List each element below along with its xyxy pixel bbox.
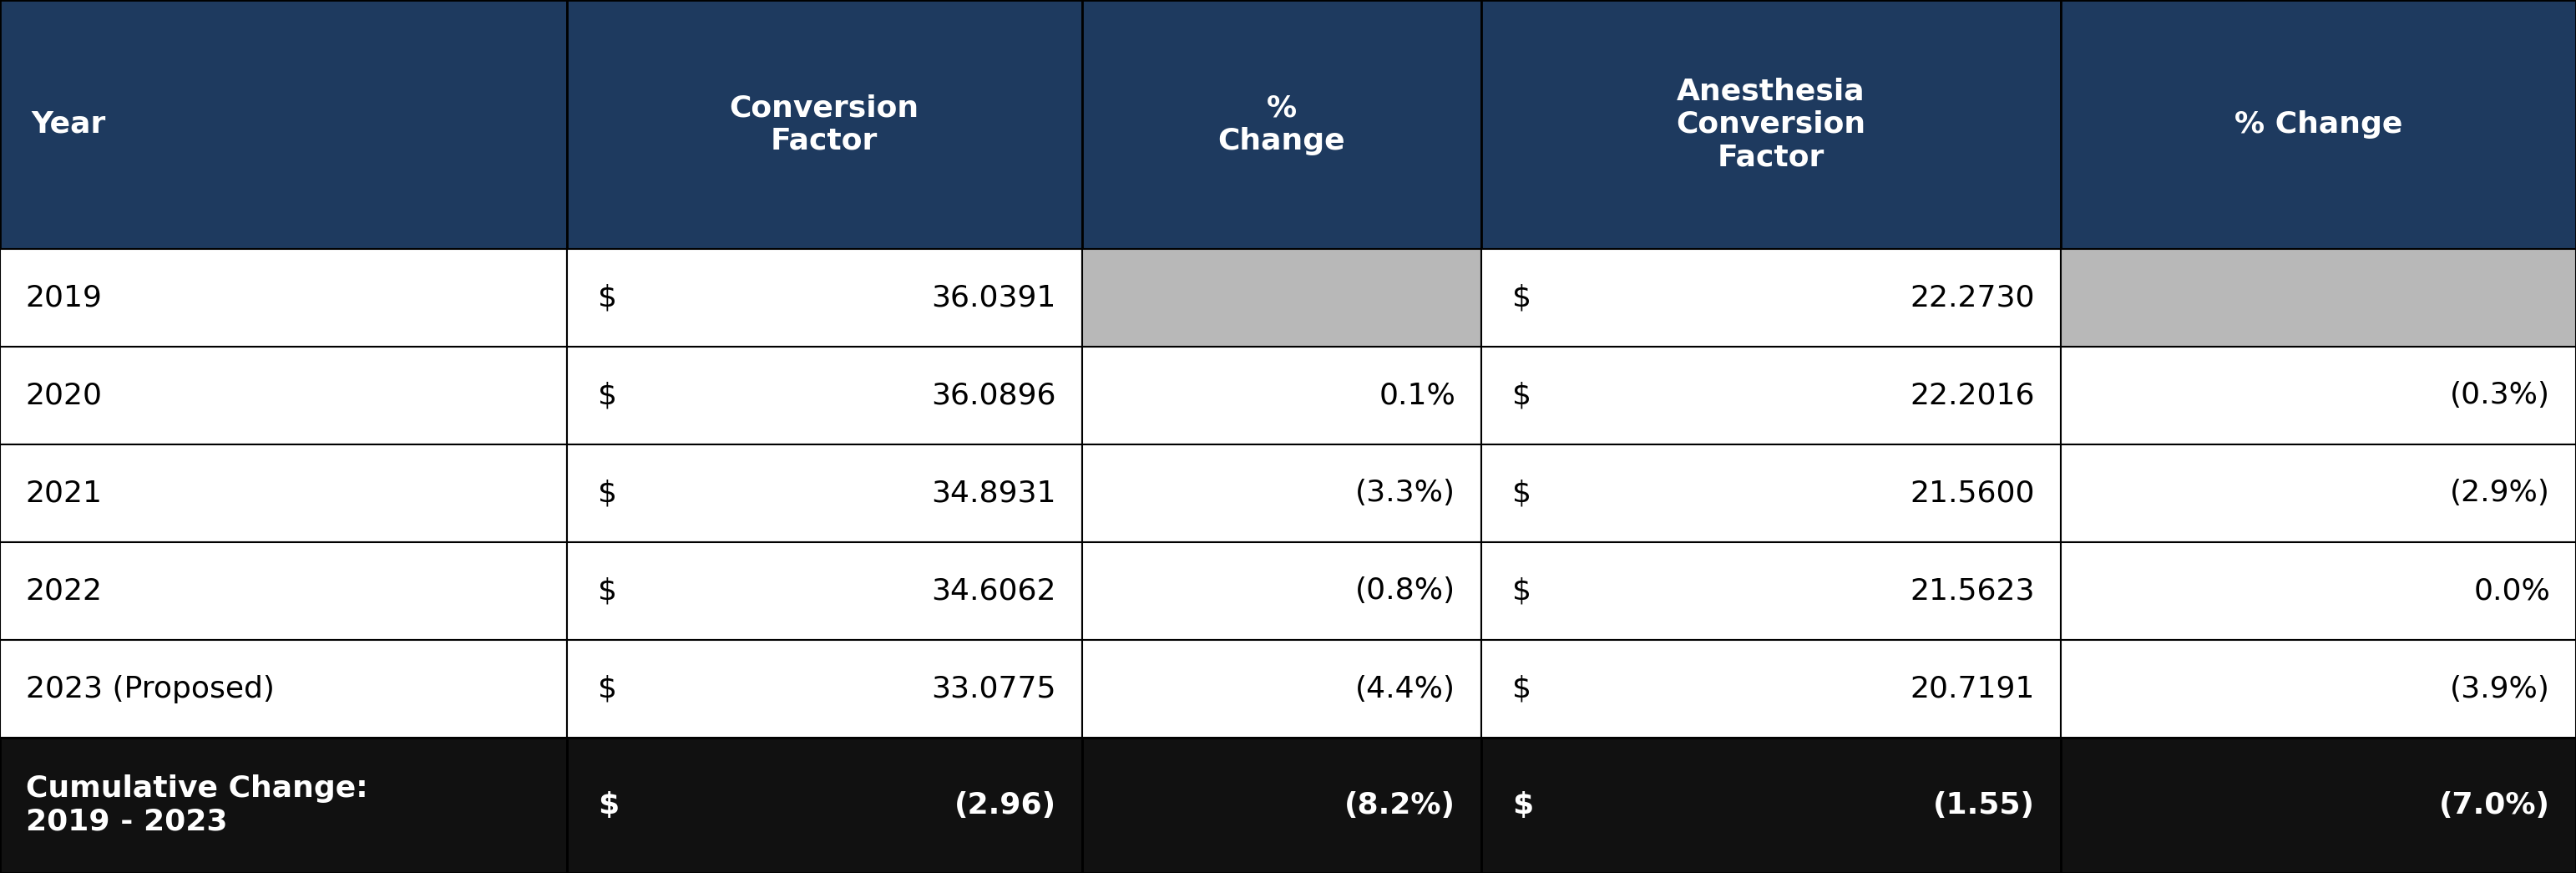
Bar: [2061, 542, 2576, 640]
Text: 21.5600: 21.5600: [1911, 479, 2035, 507]
Text: (2.9%): (2.9%): [2450, 479, 2550, 507]
Text: 22.2730: 22.2730: [1911, 284, 2035, 312]
Bar: [1481, 0, 2061, 249]
Bar: [0, 249, 567, 347]
Bar: [2061, 444, 2576, 542]
Bar: [567, 738, 1082, 873]
Text: $: $: [598, 675, 616, 703]
Bar: [567, 347, 1082, 444]
Bar: [2061, 249, 2576, 347]
Text: 2021: 2021: [26, 479, 103, 507]
Bar: [567, 444, 1082, 542]
Text: 36.0391: 36.0391: [933, 284, 1056, 312]
Text: 33.0775: 33.0775: [933, 675, 1056, 703]
Text: (3.3%): (3.3%): [1355, 479, 1455, 507]
Text: (7.0%): (7.0%): [2439, 791, 2550, 820]
Text: $: $: [1512, 284, 1530, 312]
Text: (3.9%): (3.9%): [2450, 675, 2550, 703]
Bar: [1481, 444, 2061, 542]
Text: 2022: 2022: [26, 577, 103, 605]
Bar: [1082, 444, 1481, 542]
Bar: [0, 640, 567, 738]
Text: 0.1%: 0.1%: [1378, 382, 1455, 409]
Text: (0.3%): (0.3%): [2450, 382, 2550, 409]
Bar: [1082, 249, 1481, 347]
Bar: [567, 542, 1082, 640]
Bar: [2061, 0, 2576, 249]
Text: 34.8931: 34.8931: [933, 479, 1056, 507]
Bar: [1082, 0, 1481, 249]
Bar: [1082, 542, 1481, 640]
Bar: [1082, 640, 1481, 738]
Text: (2.96): (2.96): [953, 791, 1056, 820]
Text: 22.2016: 22.2016: [1911, 382, 2035, 409]
Bar: [1481, 249, 2061, 347]
Bar: [1481, 347, 2061, 444]
Bar: [567, 249, 1082, 347]
Bar: [0, 542, 567, 640]
Text: $: $: [1512, 382, 1530, 409]
Bar: [1082, 738, 1481, 873]
Text: (1.55): (1.55): [1932, 791, 2035, 820]
Text: Conversion
Factor: Conversion Factor: [729, 93, 920, 155]
Text: 2020: 2020: [26, 382, 103, 409]
Text: $: $: [598, 479, 616, 507]
Text: Anesthesia
Conversion
Factor: Anesthesia Conversion Factor: [1677, 78, 1865, 171]
Bar: [2061, 640, 2576, 738]
Text: $: $: [598, 382, 616, 409]
Text: (8.2%): (8.2%): [1345, 791, 1455, 820]
Text: $: $: [1512, 791, 1533, 820]
Bar: [0, 0, 567, 249]
Bar: [567, 640, 1082, 738]
Text: 2019: 2019: [26, 284, 103, 312]
Bar: [2061, 738, 2576, 873]
Bar: [0, 347, 567, 444]
Text: $: $: [1512, 479, 1530, 507]
Text: 34.6062: 34.6062: [933, 577, 1056, 605]
Text: $: $: [1512, 675, 1530, 703]
Bar: [0, 444, 567, 542]
Text: $: $: [598, 284, 616, 312]
Bar: [0, 738, 567, 873]
Bar: [2061, 347, 2576, 444]
Text: Cumulative Change:
2019 - 2023: Cumulative Change: 2019 - 2023: [26, 774, 368, 836]
Bar: [1481, 542, 2061, 640]
Text: 36.0896: 36.0896: [933, 382, 1056, 409]
Bar: [1082, 347, 1481, 444]
Text: % Change: % Change: [2233, 110, 2403, 139]
Text: $: $: [1512, 577, 1530, 605]
Bar: [567, 0, 1082, 249]
Text: 21.5623: 21.5623: [1911, 577, 2035, 605]
Text: (0.8%): (0.8%): [1355, 577, 1455, 605]
Text: Year: Year: [31, 110, 106, 139]
Text: 2023 (Proposed): 2023 (Proposed): [26, 675, 276, 703]
Text: 0.0%: 0.0%: [2473, 577, 2550, 605]
Text: 20.7191: 20.7191: [1911, 675, 2035, 703]
Text: $: $: [598, 577, 616, 605]
Bar: [1481, 738, 2061, 873]
Bar: [1481, 640, 2061, 738]
Text: (4.4%): (4.4%): [1355, 675, 1455, 703]
Text: $: $: [598, 791, 618, 820]
Text: %
Change: % Change: [1218, 93, 1345, 155]
